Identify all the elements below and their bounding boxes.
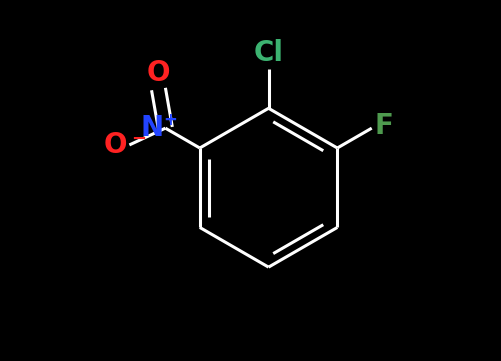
Text: O: O: [104, 131, 128, 159]
Text: Cl: Cl: [254, 39, 284, 67]
Text: F: F: [375, 112, 393, 140]
Text: −: −: [131, 130, 146, 147]
Text: O: O: [147, 59, 170, 87]
Text: N: N: [140, 114, 163, 142]
Text: +: +: [163, 111, 177, 129]
